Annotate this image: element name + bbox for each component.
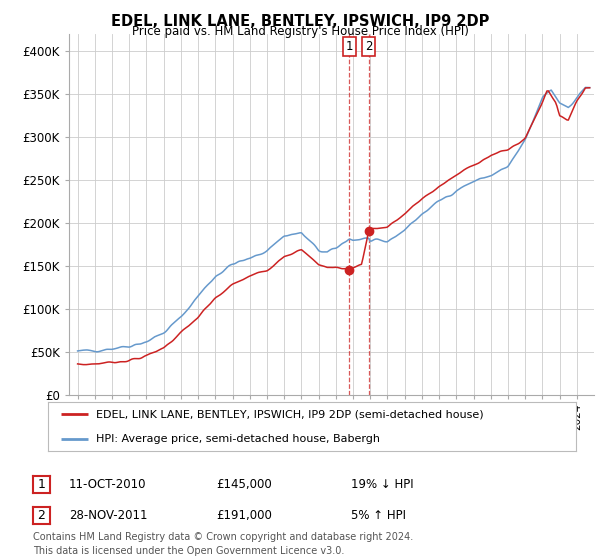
Text: £191,000: £191,000 bbox=[216, 508, 272, 522]
Text: 5% ↑ HPI: 5% ↑ HPI bbox=[351, 508, 406, 522]
Text: EDEL, LINK LANE, BENTLEY, IPSWICH, IP9 2DP (semi-detached house): EDEL, LINK LANE, BENTLEY, IPSWICH, IP9 2… bbox=[95, 409, 483, 419]
Text: Price paid vs. HM Land Registry's House Price Index (HPI): Price paid vs. HM Land Registry's House … bbox=[131, 25, 469, 38]
Text: 1: 1 bbox=[346, 40, 353, 53]
Text: 2: 2 bbox=[37, 508, 46, 522]
Text: 11-OCT-2010: 11-OCT-2010 bbox=[69, 478, 146, 491]
Text: 19% ↓ HPI: 19% ↓ HPI bbox=[351, 478, 413, 491]
Text: EDEL, LINK LANE, BENTLEY, IPSWICH, IP9 2DP: EDEL, LINK LANE, BENTLEY, IPSWICH, IP9 2… bbox=[111, 14, 489, 29]
Text: 28-NOV-2011: 28-NOV-2011 bbox=[69, 508, 148, 522]
Text: 2: 2 bbox=[365, 40, 373, 53]
Text: Contains HM Land Registry data © Crown copyright and database right 2024.
This d: Contains HM Land Registry data © Crown c… bbox=[33, 533, 413, 556]
Text: £145,000: £145,000 bbox=[216, 478, 272, 491]
Text: 1: 1 bbox=[37, 478, 46, 491]
Text: HPI: Average price, semi-detached house, Babergh: HPI: Average price, semi-detached house,… bbox=[95, 434, 380, 444]
